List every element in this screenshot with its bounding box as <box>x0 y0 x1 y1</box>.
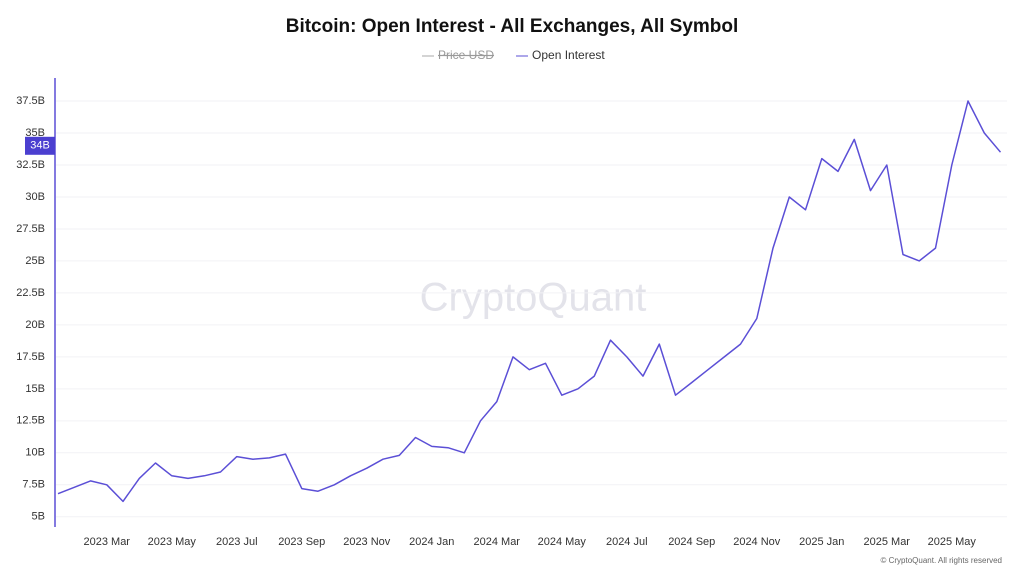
x-tick-label: 2025 May <box>928 536 977 548</box>
current-value-box <box>25 136 55 155</box>
legend-label: Price USD <box>438 48 494 62</box>
y-tick-label: 17.5B <box>16 351 45 363</box>
y-tick-label: 35B <box>25 127 45 139</box>
x-tick-label: 2024 Jul <box>606 536 648 548</box>
watermark: CryptoQuant <box>420 276 647 320</box>
x-tick-label: 2023 Mar <box>84 536 131 548</box>
footer: © CryptoQuant. All rights reserved <box>881 556 1003 565</box>
x-tick-label: 2024 Sep <box>668 536 715 548</box>
y-tick-label: 37.5B <box>16 95 45 107</box>
x-tick-label: 2023 May <box>148 536 197 548</box>
current-value-label: 34B <box>30 140 50 152</box>
x-tick-label: 2024 Nov <box>733 536 781 548</box>
y-tick-label: 15B <box>25 383 45 395</box>
y-tick-label: 12.5B <box>16 415 45 427</box>
x-tick-label: 2025 Jan <box>799 536 844 548</box>
x-tick-label: 2023 Sep <box>278 536 325 548</box>
y-tick-label: 27.5B <box>16 223 45 235</box>
y-tick-label: 25B <box>25 255 45 267</box>
x-tick-label: 2024 Mar <box>474 536 521 548</box>
legend-label: Open Interest <box>532 48 605 62</box>
y-tick-label: 20B <box>25 319 45 331</box>
x-tick-label: 2024 Jan <box>409 536 454 548</box>
chart-title: Bitcoin: Open Interest - All Exchanges, … <box>286 16 739 37</box>
y-tick-label: 32.5B <box>16 159 45 171</box>
x-tick-label: 2025 Mar <box>864 536 911 548</box>
y-tick-label: 10B <box>25 447 45 459</box>
y-tick-label: 5B <box>32 511 45 523</box>
x-tick-label: 2023 Jul <box>216 536 258 548</box>
y-tick-label: 7.5B <box>22 479 45 491</box>
y-tick-label: 30B <box>25 191 45 203</box>
data-line <box>57 100 1002 503</box>
y-tick-label: 22.5B <box>16 287 45 299</box>
x-tick-label: 2023 Nov <box>343 536 391 548</box>
x-tick-label: 2024 May <box>538 536 587 548</box>
